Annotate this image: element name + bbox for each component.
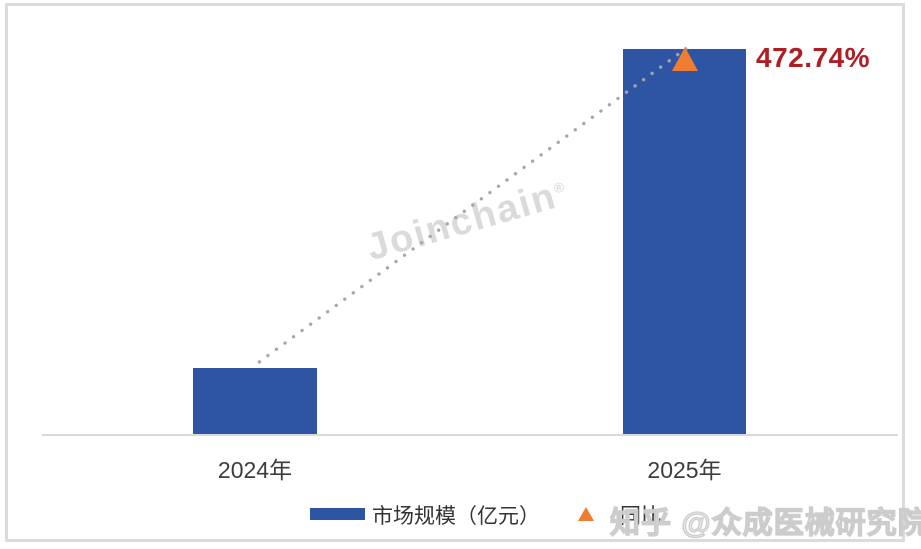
- chart-frame: [5, 3, 905, 542]
- legend-market-label: 市场规模（亿元）: [372, 505, 540, 528]
- x-axis-line: [42, 434, 898, 436]
- growth-value-label: 472.74%: [756, 42, 871, 73]
- x-axis-label-2024: 2024年: [217, 457, 293, 483]
- zhihu-watermark: 知乎 @众成医械研究院: [609, 506, 921, 540]
- legend-yoy-triangle-icon: [578, 507, 594, 521]
- bar-2024: [193, 368, 317, 434]
- legend-yoy-label: 同比: [620, 505, 662, 528]
- bar-2025: [623, 49, 746, 434]
- legend-market-swatch: [310, 508, 365, 520]
- yoy-triangle-marker-icon: [672, 47, 698, 71]
- x-axis-label-2025: 2025年: [647, 457, 722, 483]
